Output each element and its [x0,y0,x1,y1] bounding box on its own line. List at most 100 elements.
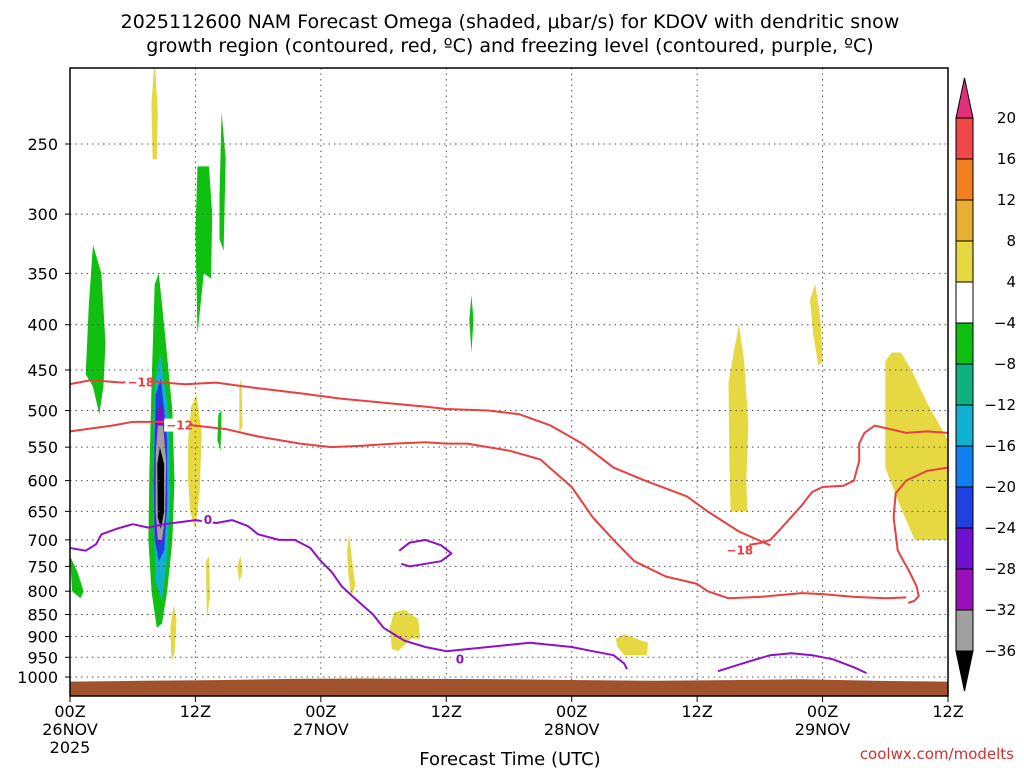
colorbar-box-7 [955,404,974,447]
dendritic-growth-contours: −18 −12 −18 [70,375,948,604]
purple-contour-2 [398,538,453,568]
red-contour-3 [892,466,948,604]
y-tick-label-5: 500 [27,402,58,421]
x-tick-label-5-0: 12Z [681,702,712,721]
colorbar-box-5 [955,322,974,365]
omega-region-20 [615,634,648,656]
colorbar-label-3: 8 [1006,232,1016,250]
omega-region-5 [217,410,222,451]
colorbar-label-12: −32 [984,601,1016,619]
terrain [70,678,948,696]
x-tick-label-0-1: 26NOV [42,720,98,739]
red-label-bg-0 [125,375,151,389]
y-tick-label-4: 450 [27,361,58,380]
omega-region-3 [195,166,213,335]
y-tick-label-3: 400 [27,316,58,335]
omega-region-15 [237,556,243,582]
gridlines [69,68,949,696]
x-tick-label-0-2: 2025 [50,738,91,757]
y-tick-label-1: 300 [27,205,58,224]
colorbar-label-8: −16 [984,437,1016,455]
red-contour-label-0: −18 [127,376,154,390]
colorbar-box-4 [955,281,974,324]
purple-contour-0 [70,519,628,670]
colorbar-label-1: 16 [997,150,1016,168]
colorbar-box-11 [955,568,974,611]
x-tick-label-4-1: 28NOV [544,720,600,739]
colorbar-label-11: −28 [984,560,1016,578]
y-tick-label-2: 350 [27,264,58,283]
x-tick-label-7-0: 12Z [932,702,963,721]
y-tick-label-13: 900 [27,627,58,646]
y-tick-label-6: 550 [27,438,58,457]
y-tick-label-8: 650 [27,502,58,521]
y-tick-label-14: 950 [27,648,58,667]
omega-region-19 [389,610,421,652]
red-contour-2 [726,424,948,548]
omega-region-0 [85,244,106,415]
colorbar-label-0: 20 [997,109,1016,127]
terrain-band [70,678,948,696]
omega-shading [70,68,948,662]
colorbar-label-9: −20 [984,478,1016,496]
x-tick-label-3-0: 12Z [431,702,462,721]
colorbar-bottom-arrow [955,650,974,692]
x-tick-label-0-0: 00Z [54,702,85,721]
red-contour-label-1: −12 [166,419,193,433]
colorbar-label-5: −4 [994,314,1016,332]
x-tick-label-1-0: 12Z [180,702,211,721]
omega-region-21 [728,324,749,512]
y-tick-label-7: 600 [27,472,58,491]
colorbar-box-3 [955,240,974,283]
colorbar-box-6 [955,363,974,406]
y-tick-label-10: 750 [27,557,58,576]
omega-region-4 [219,111,226,251]
colorbar-box-0 [955,117,974,160]
y-tick-label-15: 1000 [17,668,58,687]
colorbar-top-arrow [955,77,974,119]
y-axis-ticks: 250 300 350 400 450 500 550 600 650 700 750 800 850 9… [17,135,70,687]
omega-region-18 [347,534,356,596]
colorbar-label-13: −36 [984,642,1016,660]
colorbar-box-8 [955,445,974,488]
freezing-level-contours: 00 [70,513,867,675]
colorbar-label-7: −12 [984,396,1016,414]
purple-contour-label-0: 0 [204,513,212,527]
y-tick-label-11: 800 [27,582,58,601]
freezing-level-label: 0 [456,652,464,666]
colorbar-box-1 [955,158,974,201]
colorbar-label-4: 4 [1006,273,1016,291]
x-tick-label-4-0: 00Z [556,702,587,721]
omega-region-17 [170,605,177,662]
freezing-label-bg [453,652,465,666]
red-contour-label-2: −18 [726,544,753,558]
plot-frame [69,67,949,697]
red-contour-0 [70,379,771,547]
colorbar-label-2: 12 [997,191,1016,209]
x-tick-label-2-1: 27NOV [293,720,349,739]
colorbar: 20 16 12 8 4 −4 −8 −12 −16 −20 −24 −28 −32 −36 [955,77,1016,692]
chart-title-line-2: growth region (contoured, red, ºC) and f… [146,35,873,57]
colorbar-label-10: −24 [984,519,1016,537]
red-label-bg-1 [164,418,190,432]
purple-contour-1 [717,652,867,675]
credit-text: coolwx.com/modelts [860,745,1014,763]
omega-region-16 [205,556,211,619]
red-contour-1 [70,420,907,600]
colorbar-box-9 [955,486,974,529]
colorbar-box-12 [955,609,974,652]
red-label-bg-2 [724,543,750,557]
y-tick-label-9: 700 [27,531,58,550]
colorbar-label-6: −8 [994,355,1016,373]
x-tick-label-6-0: 00Z [807,702,838,721]
colorbar-box-10 [955,527,974,570]
chart-title-line-1: 2025112600 NAM Forecast Omega (shaded, μ… [121,11,900,33]
omega-region-13 [188,394,202,529]
omega-region-22 [810,284,823,366]
colorbar-box-2 [955,199,974,242]
purple-label-bg-0 [201,513,213,527]
omega-region-14 [239,378,243,433]
omega-region-11 [157,447,165,529]
